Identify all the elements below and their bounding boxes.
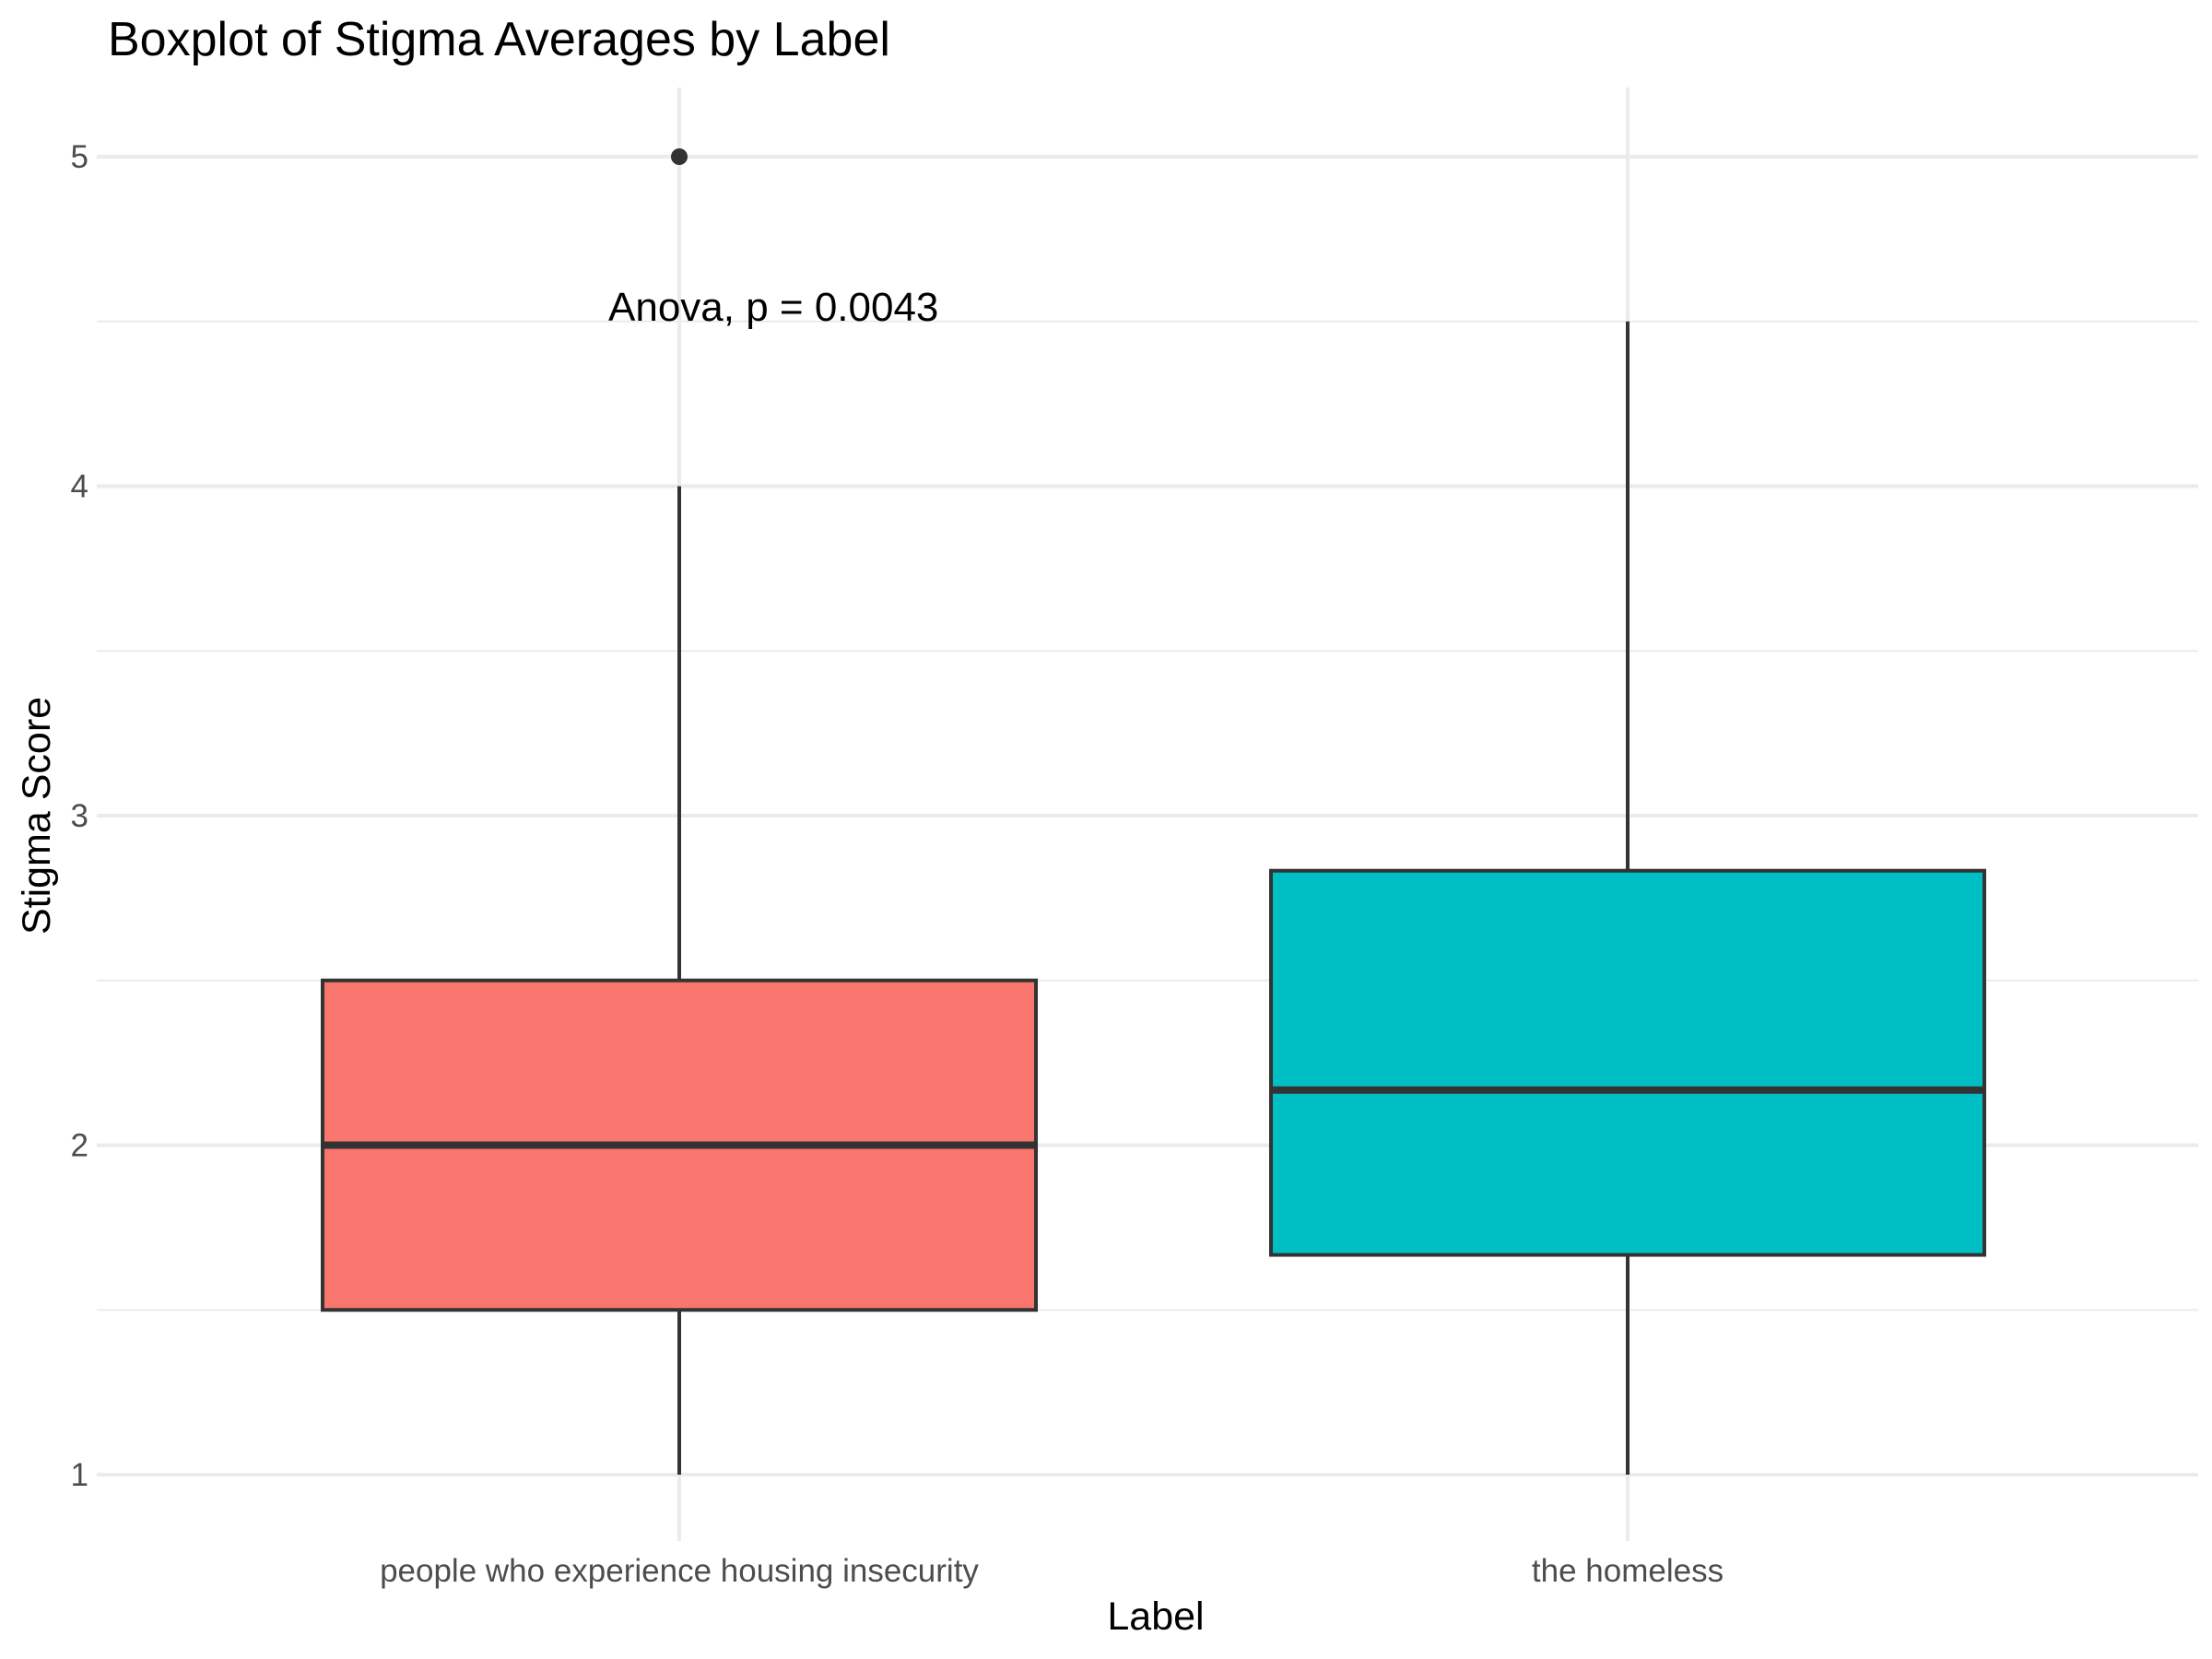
y-tick-label: 3 (71, 798, 88, 834)
grid-lines (97, 88, 2198, 1541)
boxes (321, 148, 1986, 1475)
y-tick-label: 2 (71, 1128, 88, 1164)
y-axis-title: Stigma Score (15, 697, 59, 935)
box-group (1269, 321, 1986, 1475)
x-axis-title: Label (1107, 1594, 1204, 1639)
chart-title: Boxplot of Stigma Averages by Label (108, 13, 890, 66)
x-tick-label: people who experience housing insecurity (380, 1553, 979, 1589)
y-tick-label: 4 (71, 469, 88, 505)
axis-ticks: 1 2 3 4 5 people who experience housing insec… (71, 139, 1724, 1589)
y-tick-label: 1 (71, 1457, 88, 1493)
x-tick-label: the homeless (1532, 1553, 1724, 1589)
box-rect (1269, 868, 1986, 1257)
y-tick-label: 5 (71, 139, 88, 175)
anova-annotation: Anova, p = 0.0043 (608, 285, 938, 330)
box-group (321, 148, 1038, 1475)
outlier-point (671, 148, 688, 165)
